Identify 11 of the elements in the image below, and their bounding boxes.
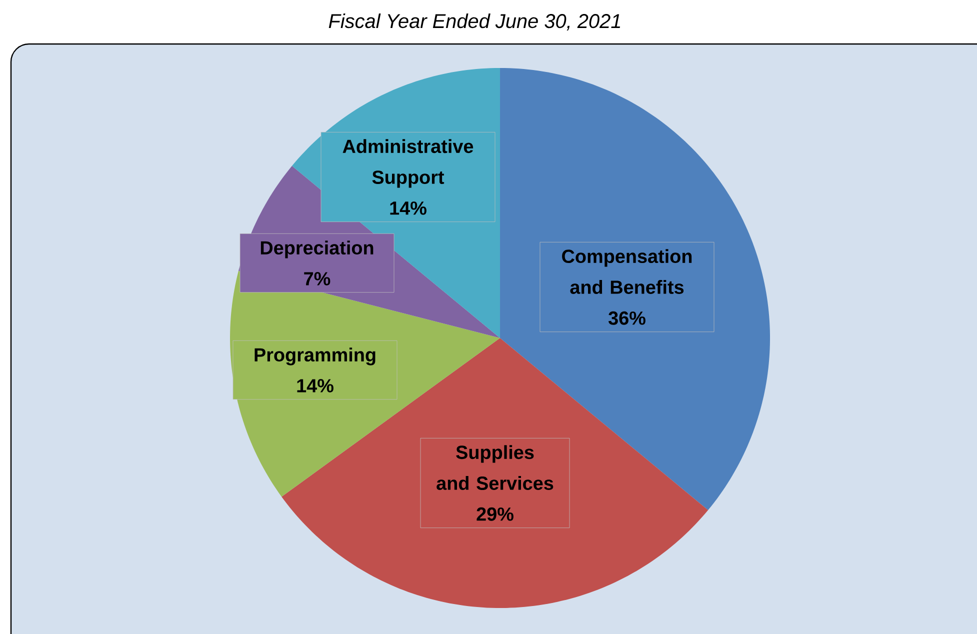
data-label: 14%	[297, 379, 334, 392]
data-label: 36%	[608, 311, 646, 325]
slice-label: Supplies and Services	[436, 445, 554, 490]
data-label: 29%	[476, 507, 514, 521]
slice-label: Administrative Support	[342, 139, 474, 188]
slice-label: Depreciation	[260, 240, 374, 258]
slice-label: Compensation and Benefits	[562, 249, 692, 294]
chart-title: Fiscal Year Ended June 30, 2021	[328, 14, 620, 30]
slice-label: Programming	[254, 348, 376, 366]
data-label: 7%	[304, 272, 330, 286]
data-label: 14%	[390, 201, 426, 215]
